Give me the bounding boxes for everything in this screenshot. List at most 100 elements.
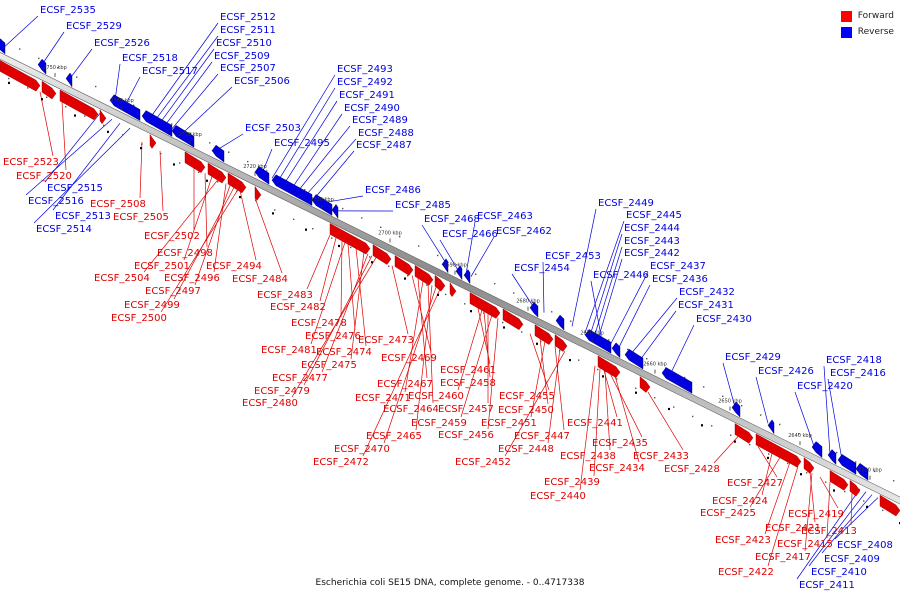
kbp-tick-label: 2700 kbp <box>378 231 402 237</box>
kbp-tick-label: 2730 kbp <box>178 132 202 138</box>
track-dot <box>559 350 561 352</box>
reverse-leader-line <box>215 133 244 151</box>
reverse-gene-label: ECSF_2495 <box>274 138 330 149</box>
forward-leader-line <box>757 446 778 478</box>
forward-leader-line <box>767 466 799 567</box>
forward-leader-line <box>457 309 483 391</box>
track-dot <box>266 170 268 172</box>
track-dot <box>722 395 724 397</box>
track-dot <box>825 481 827 483</box>
track-dot <box>540 340 542 343</box>
track-dot <box>874 470 876 473</box>
track-dot <box>673 406 675 408</box>
track-dot <box>57 67 59 69</box>
reverse-leader-line <box>609 271 649 346</box>
kbp-tick-label: 2710 kbp <box>310 197 334 203</box>
forward-gene-label: ECSF_2447 <box>514 431 570 442</box>
track-dot <box>255 199 257 202</box>
track-dot <box>217 181 219 183</box>
reverse-gene-label: ECSF_2454 <box>514 263 570 274</box>
forward-leader-line <box>530 341 546 418</box>
reverse-gene <box>529 301 539 318</box>
feature-marker <box>173 163 175 166</box>
reverse-gene <box>611 342 621 359</box>
reverse-gene-label: ECSF_2507 <box>220 63 276 74</box>
track-dot <box>730 434 732 436</box>
reverse-gene <box>254 166 270 185</box>
forward-leader-line <box>809 472 816 523</box>
forward-leader-line <box>487 317 499 430</box>
forward-leader-line <box>254 197 283 274</box>
reverse-leader-line <box>297 125 351 192</box>
forward-leader-line <box>204 173 208 248</box>
track-dot <box>787 462 789 465</box>
reverse-leader-line <box>313 150 355 200</box>
forward-gene-label: ECSF_2472 <box>313 457 369 468</box>
reverse-gene-label: ECSF_2410 <box>811 567 867 578</box>
forward-gene-label: ECSF_2474 <box>316 347 372 358</box>
track-dot <box>122 134 124 136</box>
forward-gene-label: ECSF_2457 <box>438 404 494 415</box>
forward-gene <box>849 479 861 497</box>
track-dot <box>84 115 86 117</box>
reverse-leader-line <box>271 74 336 179</box>
track-dot <box>171 123 173 125</box>
track-dot <box>798 433 800 435</box>
forward-leader-line <box>310 242 346 345</box>
feature-marker <box>767 456 769 460</box>
reverse-gene-label: ECSF_2463 <box>477 211 533 222</box>
reverse-leader-line <box>589 233 623 336</box>
forward-gene-label: ECSF_2473 <box>358 335 414 346</box>
track-dot <box>513 292 515 294</box>
track-dot <box>749 443 751 446</box>
track-dot <box>855 461 857 463</box>
forward-leader-line <box>319 237 337 302</box>
forward-leader-line <box>614 375 640 463</box>
reverse-leader-line <box>4 15 39 47</box>
forward-gene <box>554 334 568 352</box>
track-dot <box>844 490 846 493</box>
forward-leader-line <box>427 283 434 404</box>
track-dot <box>369 256 371 258</box>
feature-marker <box>338 244 340 248</box>
forward-leader-line <box>547 348 561 444</box>
track-dot <box>141 143 143 145</box>
forward-gene-label: ECSF_2508 <box>90 199 146 210</box>
forward-gene <box>734 423 754 444</box>
reverse-gene-label: ECSF_2512 <box>220 12 276 23</box>
feature-marker <box>569 358 571 362</box>
reverse-gene-label: ECSF_2492 <box>337 77 393 88</box>
reverse-leader-line <box>421 224 448 265</box>
feature-marker <box>701 424 703 427</box>
reverse-gene <box>331 204 339 220</box>
forward-leader-line <box>415 285 433 431</box>
reverse-gene <box>661 367 693 394</box>
track-dot <box>741 404 743 407</box>
track-dot <box>570 320 572 322</box>
reverse-swatch <box>840 26 852 38</box>
reverse-leader-line <box>305 138 357 196</box>
reverse-gene-label: ECSF_2409 <box>824 554 880 565</box>
forward-gene-label: ECSF_2451 <box>481 418 537 429</box>
forward-leader-line <box>291 257 377 398</box>
reverse-gene <box>37 58 47 75</box>
track-dot <box>179 162 181 164</box>
forward-gene <box>803 457 815 474</box>
track-dot <box>692 415 694 418</box>
forward-gene-label: ECSF_2502 <box>144 231 200 242</box>
track-dot <box>388 265 390 267</box>
reverse-gene-label: ECSF_2503 <box>245 123 301 134</box>
forward-gene <box>329 223 371 255</box>
reverse-leader-line <box>465 221 476 275</box>
forward-gene-label: ECSF_2480 <box>242 398 298 409</box>
track-dot <box>304 189 306 191</box>
forward-gene-label: ECSF_2475 <box>301 360 357 371</box>
track-dot <box>350 246 352 249</box>
forward-gene-label: ECSF_2483 <box>257 290 313 301</box>
track-dot <box>893 480 895 482</box>
forward-leader-line <box>850 492 853 526</box>
forward-leader-line <box>713 436 739 464</box>
reverse-gene-label: ECSF_2436 <box>652 274 708 285</box>
feature-marker <box>404 277 406 280</box>
forward-gene-label: ECSF_2504 <box>94 273 150 284</box>
